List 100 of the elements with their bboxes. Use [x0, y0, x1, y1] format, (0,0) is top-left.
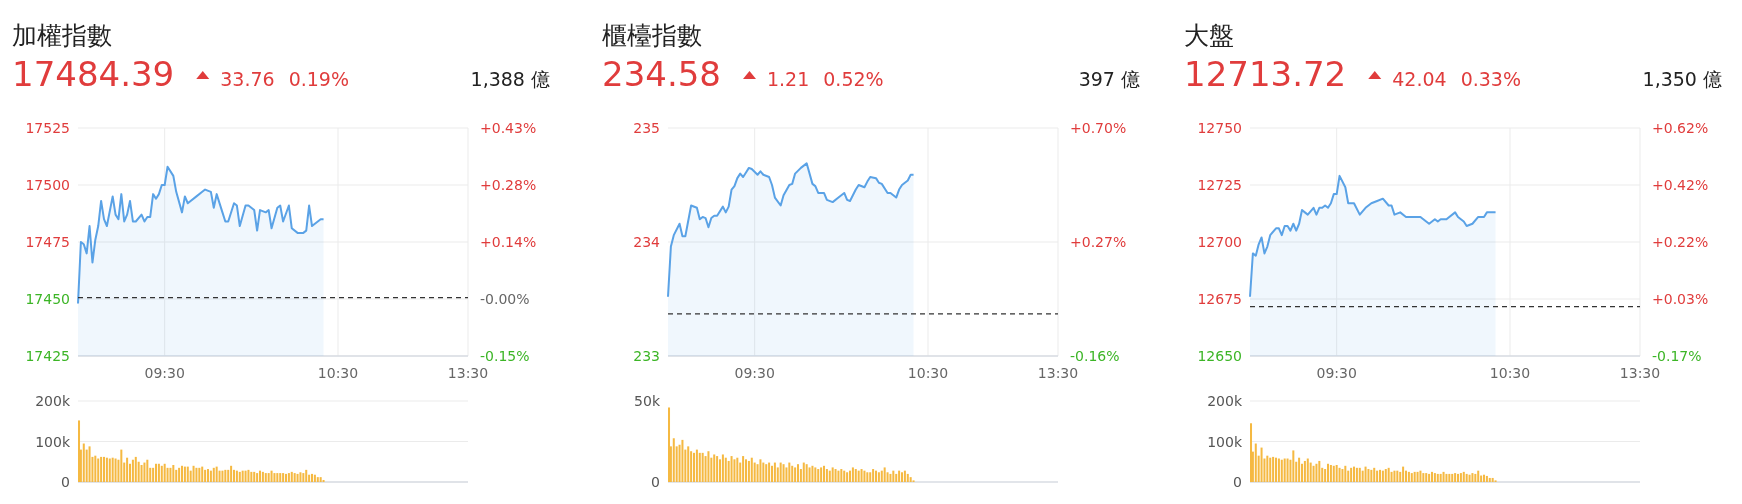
- bar: [692, 452, 696, 482]
- text: 1,350 億: [1642, 68, 1722, 90]
- bar: [146, 459, 149, 482]
- bar: [1361, 470, 1364, 482]
- bar: [1318, 460, 1321, 482]
- bar: [293, 473, 296, 482]
- bar: [82, 443, 85, 482]
- bar: [736, 457, 739, 482]
- bar: [1358, 467, 1361, 482]
- x-tick-label: 13:30: [1619, 365, 1661, 381]
- bar: [716, 456, 719, 482]
- bar: [721, 454, 724, 482]
- text: 33.76: [220, 68, 275, 90]
- bar: [1387, 467, 1390, 482]
- bar: [1459, 473, 1462, 482]
- bar: [776, 467, 779, 482]
- bar: [1347, 470, 1350, 482]
- bar: [779, 462, 782, 482]
- bar: [1283, 458, 1286, 482]
- bar: [172, 464, 175, 482]
- bar: [1277, 458, 1280, 482]
- bar: [1454, 473, 1457, 482]
- bar: [796, 464, 800, 482]
- y-tick-label: 17425: [25, 348, 70, 364]
- bar: [140, 464, 143, 482]
- bar: [782, 464, 785, 482]
- bar: [97, 458, 100, 482]
- bar: [1352, 466, 1356, 482]
- bar: [100, 456, 103, 482]
- bar: [1367, 469, 1370, 482]
- bar: [270, 470, 273, 482]
- bar: [1254, 443, 1257, 482]
- bar: [230, 465, 233, 482]
- bar: [892, 470, 895, 482]
- bar: [1439, 473, 1442, 482]
- text: 397 億: [1078, 68, 1140, 90]
- bar: [1399, 471, 1402, 482]
- bar: [753, 462, 756, 482]
- y-tick-label: 233: [633, 348, 660, 364]
- bar: [906, 473, 909, 482]
- bar: [215, 466, 218, 482]
- bar: [768, 462, 771, 482]
- bar: [1428, 473, 1431, 482]
- bar: [296, 473, 299, 482]
- bar: [1376, 470, 1379, 482]
- bar: [791, 465, 794, 482]
- bar: [866, 472, 869, 482]
- bar: [900, 472, 904, 482]
- bar: [822, 465, 826, 482]
- bar: [898, 470, 901, 482]
- bar: [241, 470, 244, 482]
- bar: [831, 467, 834, 482]
- bar: [235, 470, 238, 482]
- bar: [808, 467, 811, 482]
- bar: [310, 473, 314, 482]
- bar: [244, 470, 247, 482]
- x-tick-label: 09:30: [1316, 365, 1357, 381]
- bar: [854, 469, 857, 482]
- y2-tick-label: +0.03%: [1652, 291, 1709, 308]
- bar: [1396, 470, 1399, 482]
- bar: [189, 470, 192, 482]
- bar: [78, 420, 81, 482]
- bar: [1480, 475, 1483, 482]
- bar: [1488, 477, 1491, 482]
- bar: [701, 452, 704, 482]
- bar: [1338, 467, 1341, 482]
- bar: [212, 467, 215, 482]
- y-tick-label: 0: [61, 474, 70, 490]
- bar: [261, 471, 264, 482]
- bar: [825, 469, 828, 482]
- bar: [1269, 457, 1272, 482]
- bar: [1364, 466, 1367, 482]
- x-tick-label: 09:30: [734, 365, 775, 381]
- bar: [1407, 471, 1410, 482]
- x-tick-label: 10:30: [907, 365, 949, 381]
- x-tick-label: 10:30: [1489, 365, 1531, 381]
- chart-title: 加權指數: [12, 21, 112, 50]
- bar: [863, 470, 866, 482]
- bar: [273, 473, 276, 482]
- bar: [877, 472, 880, 482]
- bar: [1402, 466, 1405, 482]
- bar: [733, 459, 736, 482]
- bar: [762, 462, 765, 482]
- y2-tick-label: -0.15%: [480, 348, 530, 364]
- bar: [1326, 463, 1330, 482]
- y-tick-label: 12675: [1197, 291, 1242, 307]
- y-tick-label: 12725: [1197, 177, 1242, 193]
- bar: [1451, 473, 1454, 482]
- bar: [811, 465, 814, 482]
- bar: [759, 459, 762, 482]
- bar: [253, 471, 256, 482]
- bar: [1344, 465, 1347, 482]
- y2-tick-label: +0.14%: [480, 233, 537, 250]
- y-tick-label: 17475: [25, 234, 70, 250]
- bar: [1250, 423, 1253, 482]
- bar: [250, 471, 253, 482]
- bar: [186, 466, 189, 482]
- y-tick-label: 17450: [25, 291, 70, 307]
- bar: [1292, 450, 1295, 482]
- x-tick-label: 13:30: [447, 365, 489, 381]
